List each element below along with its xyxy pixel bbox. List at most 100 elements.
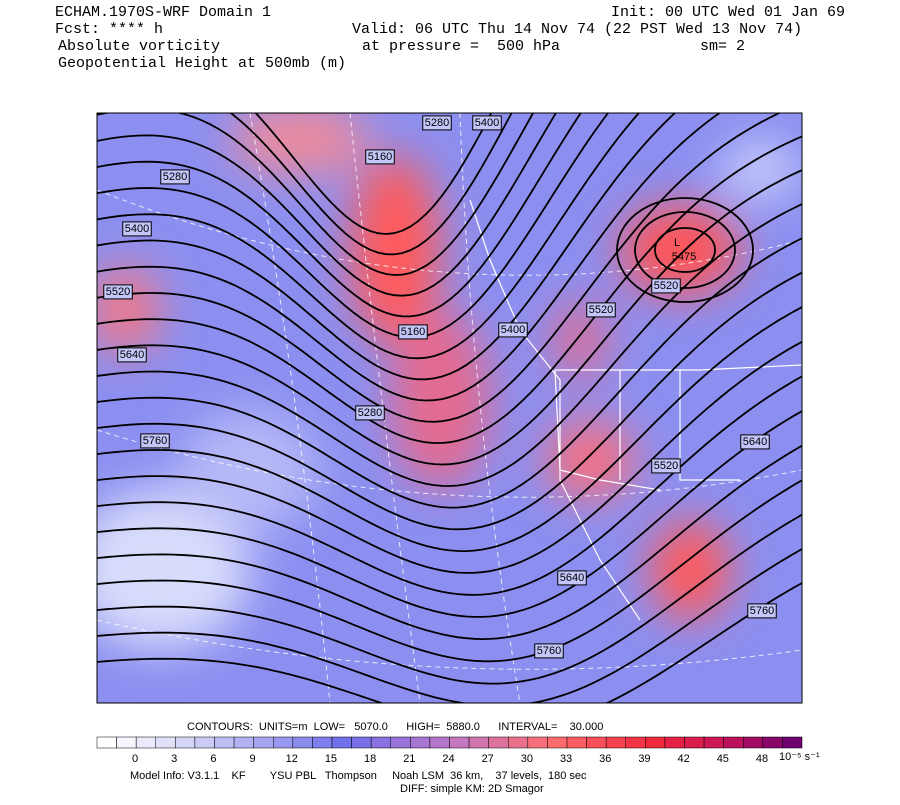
colorbar-cell bbox=[194, 736, 215, 749]
contour-label-box bbox=[534, 643, 564, 659]
contour-label: 5520 bbox=[589, 304, 613, 316]
colorbar-cell bbox=[233, 736, 254, 749]
contour-line bbox=[97, 113, 641, 360]
contour-label: 5400 bbox=[125, 223, 149, 235]
contour-label: 5640 bbox=[120, 349, 144, 361]
contour-line bbox=[254, 113, 493, 235]
contour-line bbox=[97, 237, 802, 509]
colorbar-tick-label: 18 bbox=[364, 753, 376, 765]
colorbar-tick-label: 15 bbox=[325, 753, 337, 765]
contour-line bbox=[97, 113, 582, 318]
contour-label: 5400 bbox=[501, 324, 525, 336]
colorbar-cell bbox=[488, 736, 509, 749]
low-symbol: L bbox=[674, 237, 680, 249]
colorbar: 0 3 6 9 12 15 18 21 24 27 30 33 36 39 42 45 48 10⁻⁵ s⁻¹ bbox=[96, 736, 820, 765]
colorbar-tick-label: 3 bbox=[171, 753, 177, 765]
colorbar-cell bbox=[273, 736, 294, 749]
contour-label: 5760 bbox=[537, 645, 561, 657]
contour-label-box bbox=[557, 570, 587, 586]
contour-line bbox=[97, 581, 802, 703]
contour-line bbox=[97, 113, 722, 402]
contour-line bbox=[97, 113, 677, 381]
colorbar-tick-label: 33 bbox=[560, 753, 572, 765]
colorbar-cell bbox=[508, 736, 529, 749]
colorbar-tick-label: 42 bbox=[678, 753, 690, 765]
height-contours bbox=[97, 113, 802, 703]
contour-label-box bbox=[498, 322, 528, 338]
contour-line bbox=[97, 444, 802, 641]
contour-label-box bbox=[472, 115, 502, 131]
colorbar-tick-label: 0 bbox=[132, 753, 138, 765]
contour-label-box bbox=[651, 278, 681, 294]
colorbar-cell bbox=[135, 736, 157, 749]
contour-label: 5760 bbox=[750, 605, 774, 617]
contour-label-box bbox=[651, 458, 681, 474]
contour-label: 5400 bbox=[475, 117, 499, 129]
contour-info: CONTOURS: UNITS=m LOW= 5070.0 HIGH= 5880… bbox=[187, 721, 603, 733]
colorbar-cell bbox=[429, 736, 450, 749]
colorbar-cell bbox=[155, 736, 176, 749]
colorbar-tick-label: 48 bbox=[756, 753, 768, 765]
contour-label-box bbox=[422, 115, 452, 131]
colorbar-cell bbox=[449, 736, 470, 749]
valid-time: Valid: 06 UTC Thu 14 Nov 74 (22 PST Wed … bbox=[352, 21, 802, 38]
colorbar-cell bbox=[351, 736, 372, 749]
contour-line bbox=[97, 169, 802, 466]
contour-label-box bbox=[140, 433, 170, 449]
colorbar-cell bbox=[547, 736, 568, 749]
colorbar-cell bbox=[96, 736, 117, 749]
init-time: Init: 00 UTC Wed 01 Jan 69 bbox=[611, 4, 845, 21]
contour-line bbox=[97, 113, 782, 423]
contour-line bbox=[97, 271, 802, 531]
colorbar-tick-label: 27 bbox=[482, 753, 494, 765]
contour-line bbox=[97, 203, 802, 487]
contour-line bbox=[97, 375, 802, 596]
contour-label: 5280 bbox=[425, 117, 449, 129]
colorbar-cell bbox=[743, 736, 764, 749]
colorbar-tick-label: 30 bbox=[521, 753, 533, 765]
colorbar-cell bbox=[253, 736, 274, 749]
pressure-level: at pressure = 500 hPa bbox=[362, 38, 560, 55]
colorbar-cell bbox=[292, 736, 313, 749]
contour-label: 5640 bbox=[560, 572, 584, 584]
colorbar-cell bbox=[410, 736, 431, 749]
contour-line bbox=[97, 113, 610, 339]
contour-label-box bbox=[103, 284, 133, 300]
contour-label-box bbox=[122, 221, 152, 237]
map-area bbox=[97, 113, 802, 703]
contour-line bbox=[97, 340, 802, 574]
contour-label: 5640 bbox=[743, 436, 767, 448]
contour-label: 5280 bbox=[163, 171, 187, 183]
model-info: Model Info: V3.1.1 KF YSU PBL Thompson N… bbox=[130, 770, 587, 782]
contour-label-box bbox=[117, 347, 147, 363]
contour-line bbox=[229, 113, 513, 256]
contour-line bbox=[97, 410, 802, 618]
colorbar-tick-label: 39 bbox=[638, 753, 650, 765]
low-value: 5475 bbox=[672, 251, 696, 263]
colorbar-cell bbox=[723, 736, 744, 749]
contour-line bbox=[97, 135, 802, 444]
contour-line bbox=[97, 513, 802, 685]
model-title: ECHAM.1970S-WRF Domain 1 bbox=[55, 4, 271, 21]
colorbar-tick-label: 6 bbox=[210, 753, 216, 765]
field-name: Absolute vorticity bbox=[58, 38, 220, 55]
colorbar-cell bbox=[370, 736, 391, 749]
contour-label: 5280 bbox=[358, 407, 382, 419]
contour-label: 5160 bbox=[401, 326, 425, 338]
contour-line bbox=[97, 479, 802, 663]
colorbar-cell bbox=[664, 736, 685, 749]
contour-label-box bbox=[365, 149, 395, 165]
colorbar-cell bbox=[645, 736, 666, 749]
low-contour bbox=[634, 211, 736, 289]
contour-line bbox=[97, 547, 802, 703]
vorticity-shading bbox=[97, 113, 800, 650]
contour-label-box bbox=[586, 302, 616, 318]
contour-label-box bbox=[355, 405, 385, 421]
colorbar-cell bbox=[566, 736, 587, 749]
low-contour bbox=[654, 227, 716, 273]
contour-label: 5760 bbox=[143, 435, 167, 447]
colorbar-cell bbox=[116, 736, 137, 749]
contour-label-box bbox=[740, 434, 770, 450]
colorbar-cell bbox=[625, 736, 646, 749]
colorbar-cell bbox=[312, 736, 333, 749]
